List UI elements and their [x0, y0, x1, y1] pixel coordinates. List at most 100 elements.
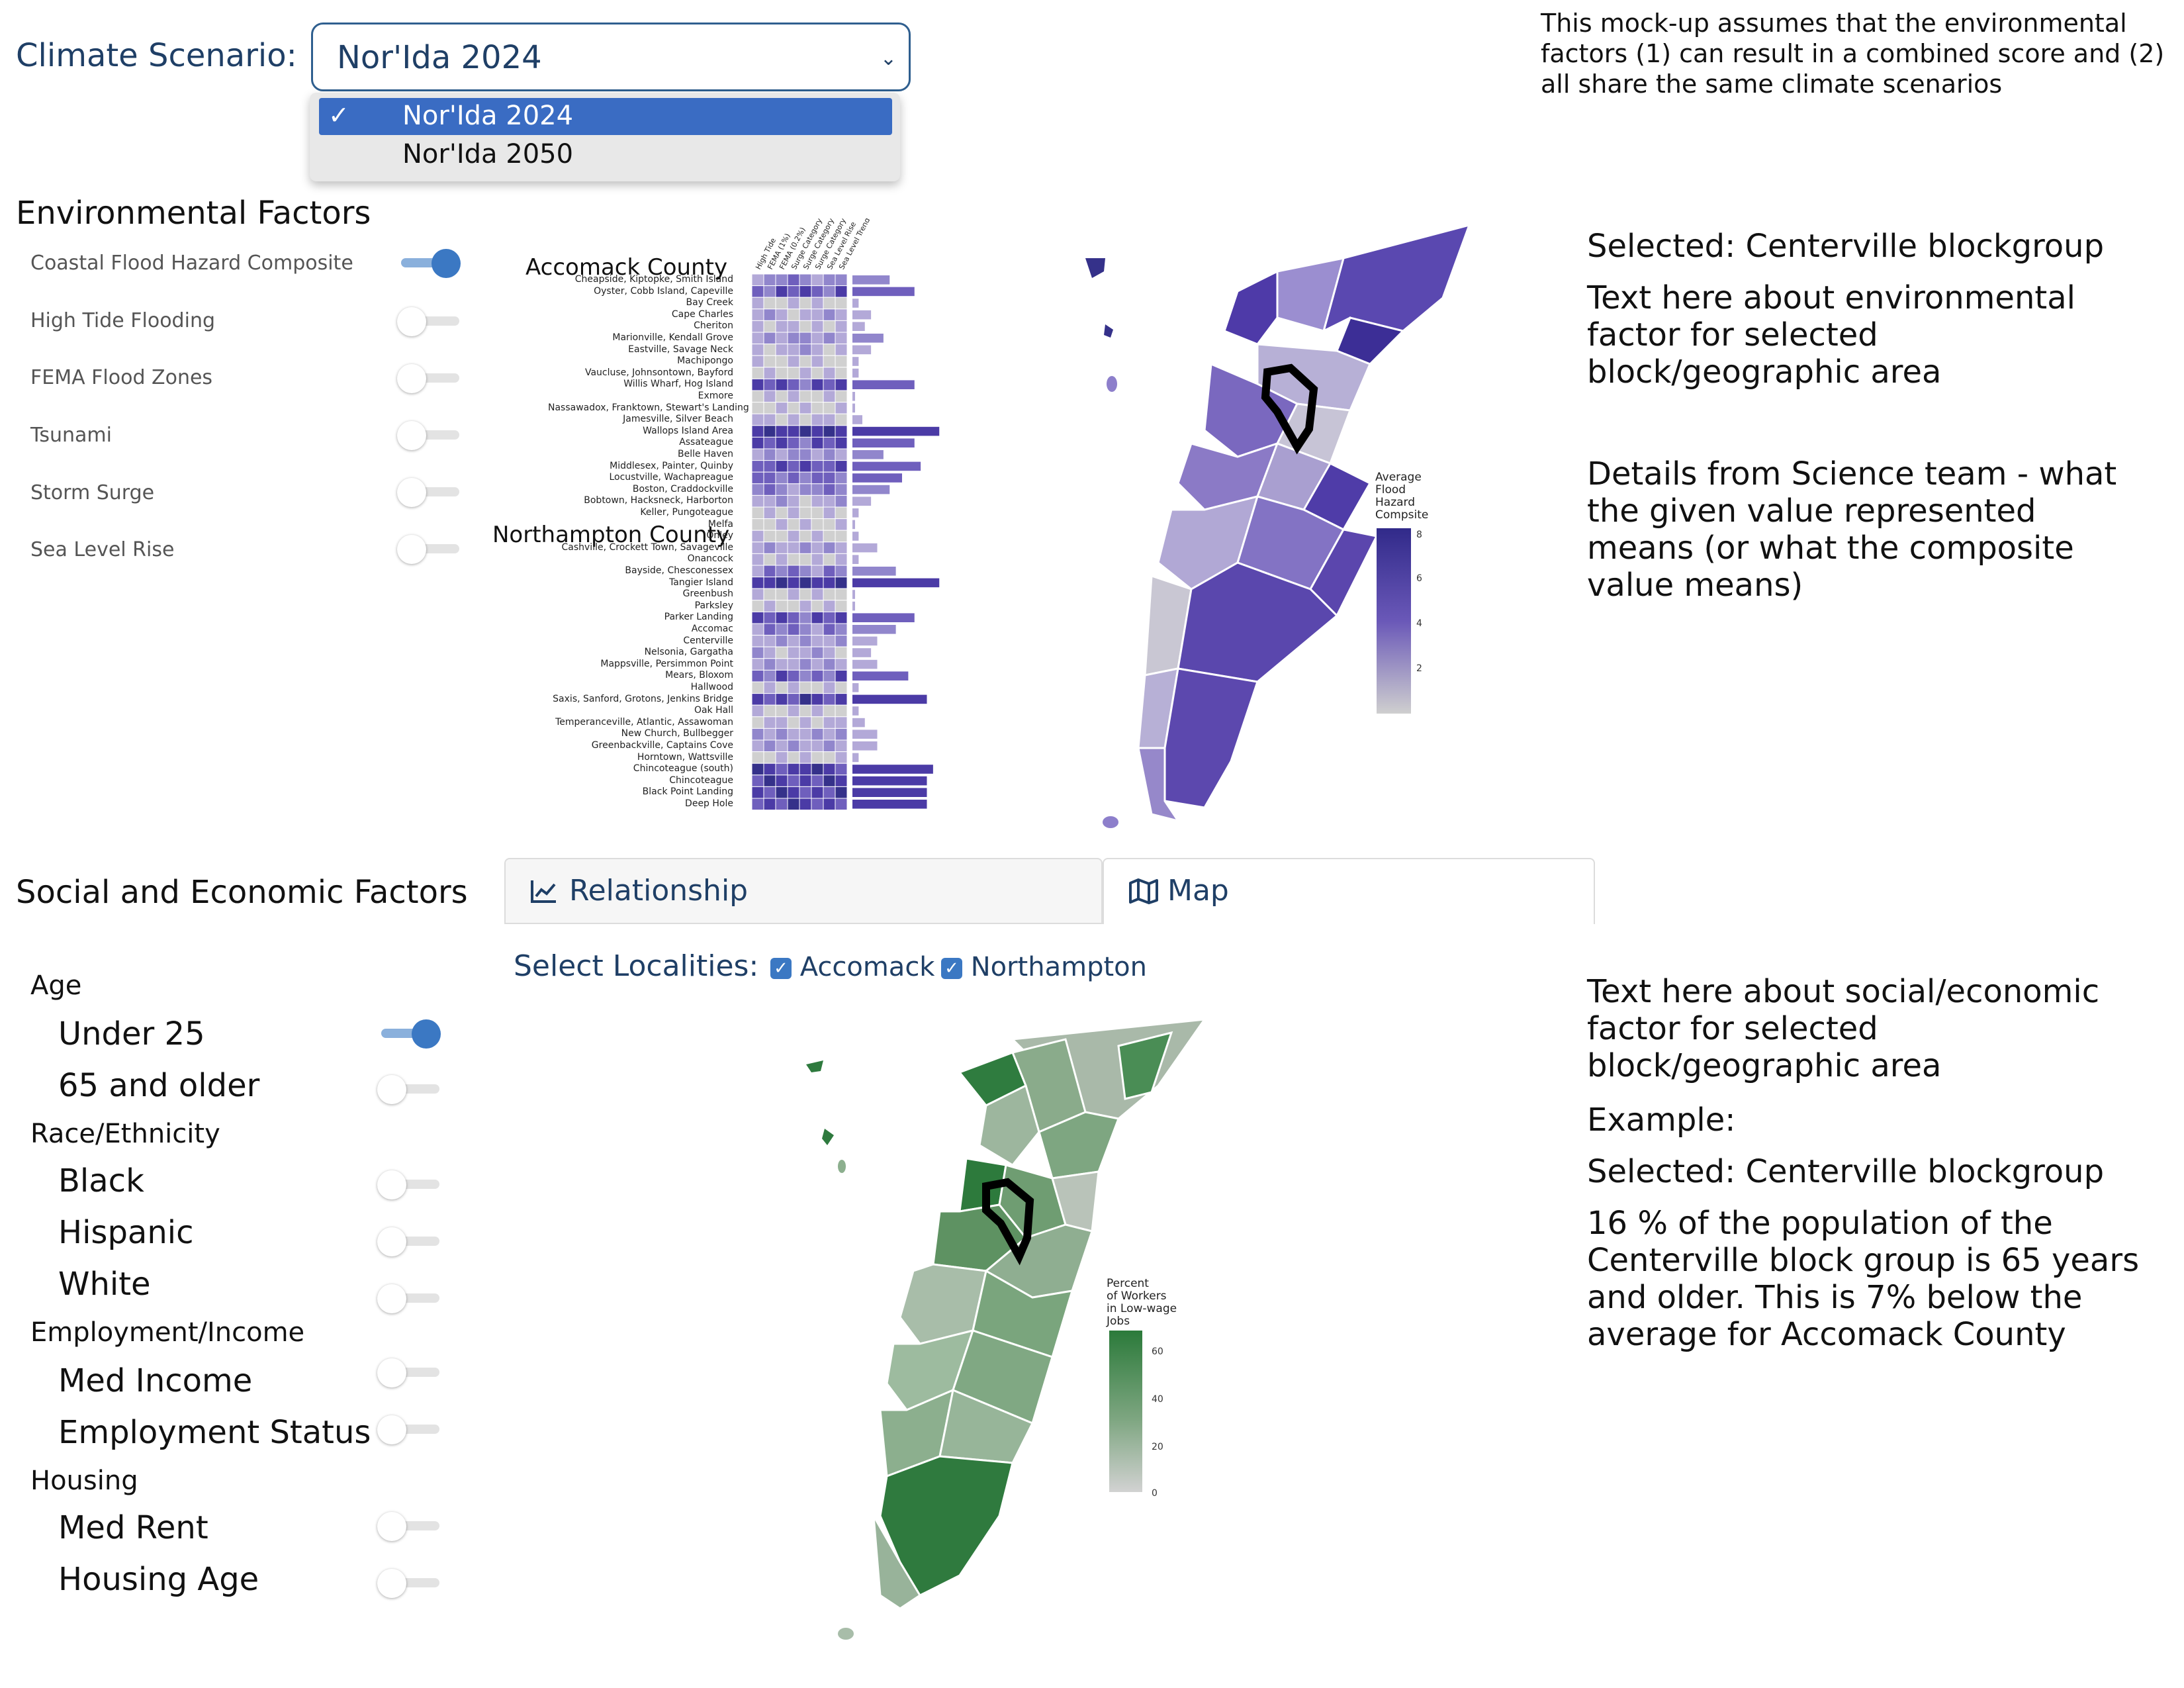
heatmap-cell — [811, 413, 824, 426]
heatmap-row-label: Onley — [706, 530, 733, 541]
scenario-option[interactable]: Nor'Ida 2050 — [319, 136, 892, 173]
heatmap-cell — [811, 658, 824, 671]
heatmap-cell — [787, 308, 800, 321]
scenario-option-selected[interactable]: ✓ Nor'Ida 2024 — [319, 98, 892, 135]
heatmap-cell — [811, 285, 824, 298]
heatmap-cell — [763, 541, 776, 554]
heatmap-cell — [775, 494, 788, 508]
factor-category: Employment/Income — [30, 1317, 305, 1348]
heatmap-cell — [775, 658, 788, 671]
toggle-knob — [432, 249, 461, 278]
social-factor-toggle[interactable] — [377, 1169, 443, 1201]
heatmap-cell — [751, 669, 764, 682]
heatmap-row-label: Nassawadox, Franktown, Stewart's Landing — [548, 402, 749, 413]
heatmap-cell — [787, 646, 800, 659]
env-factor-toggle[interactable] — [397, 534, 463, 565]
env-factor-toggle[interactable] — [397, 248, 463, 279]
env-factor-toggle[interactable] — [397, 363, 463, 395]
heatmap-cell — [751, 716, 764, 729]
heatmap-cell — [775, 448, 788, 461]
heatmap-cell — [787, 763, 800, 776]
factor-category: Age — [30, 970, 82, 1001]
heatmap-cell — [823, 378, 836, 391]
heatmap-cell — [751, 308, 764, 321]
heatmap-cell — [787, 774, 800, 787]
heatmap-cell — [787, 530, 800, 543]
social-factor-label: Hispanic — [58, 1214, 194, 1251]
social-factor-toggle[interactable] — [377, 1568, 443, 1599]
heatmap-cell — [799, 367, 812, 379]
social-factor-toggle[interactable] — [377, 1414, 443, 1446]
env-factor-toggle[interactable] — [397, 306, 463, 338]
heatmap-cell — [763, 332, 776, 345]
heatmap-bar — [852, 648, 872, 657]
toggle-knob — [397, 535, 426, 564]
low-wage-jobs-map[interactable] — [788, 1013, 1224, 1642]
heatmap-bar — [852, 578, 940, 588]
climate-scenario-select[interactable]: Nor'Ida 2024 ⌄ — [311, 23, 911, 91]
heatmap-cell — [775, 588, 788, 601]
flood-hazard-map[interactable] — [1059, 218, 1489, 841]
env-factor-label: High Tide Flooding — [30, 309, 215, 332]
checkmark-icon: ✓ — [328, 101, 349, 130]
heatmap-cell — [763, 425, 776, 438]
env-factor-toggle[interactable] — [397, 477, 463, 508]
heatmap-bar — [852, 788, 927, 797]
social-factor-toggle[interactable] — [377, 1283, 443, 1315]
toggle-knob — [412, 1019, 441, 1049]
social-factor-toggle[interactable] — [377, 1018, 443, 1050]
heatmap-row-label: Horntown, Wattsville — [637, 751, 733, 763]
heatmap-cell — [775, 483, 788, 496]
social-factor-toggle[interactable] — [377, 1074, 443, 1105]
heatmap-cell — [823, 704, 836, 718]
heatmap-cell — [751, 471, 764, 485]
heatmap-row-label: Bay Creek — [686, 297, 733, 308]
heatmap-cell — [775, 635, 788, 647]
heatmap-cell — [763, 623, 776, 636]
selected-blockgroup-outline — [982, 1178, 1034, 1266]
heatmap-cell — [811, 739, 824, 753]
heatmap-cell — [775, 704, 788, 718]
social-factor-toggle[interactable] — [377, 1357, 443, 1389]
heatmap-row-label: Greenbush — [682, 588, 733, 600]
heatmap-row-label: Tangier Island — [669, 577, 733, 588]
heatmap-cell — [835, 704, 848, 718]
heatmap-cell — [787, 798, 800, 811]
legend-tick: 4 — [1416, 618, 1422, 629]
heatmap-cell — [787, 402, 800, 414]
heatmap-cell — [751, 611, 764, 624]
tab-relationship[interactable]: Relationship — [504, 858, 1103, 924]
heatmap-bar — [852, 765, 933, 774]
factor-category: Race/Ethnicity — [30, 1119, 220, 1149]
social-factor-toggle[interactable] — [377, 1226, 443, 1258]
tab-map[interactable]: Map — [1103, 858, 1595, 924]
heatmap-cell — [763, 308, 776, 321]
social-factor-toggle[interactable] — [377, 1511, 443, 1542]
env-factor-toggle[interactable] — [397, 420, 463, 451]
heatmap-cell — [787, 448, 800, 461]
heatmap-row-label: Boston, Craddockville — [632, 483, 733, 494]
heatmap-bar — [852, 357, 859, 366]
heatmap-cell — [787, 611, 800, 624]
locality-checkbox-accomack[interactable]: ✓ Accomack — [770, 952, 934, 982]
heatmap-bar — [852, 741, 878, 751]
heatmap-cell — [811, 611, 824, 624]
heatmap-cell — [787, 297, 800, 310]
map-region — [838, 1160, 846, 1173]
map-region — [972, 1269, 1074, 1358]
heatmap-cell — [835, 378, 848, 391]
heatmap-cell — [835, 308, 848, 321]
env-factor-label: Tsunami — [30, 424, 112, 447]
heatmap-cell — [763, 483, 776, 496]
heatmap-cell — [799, 763, 812, 776]
heatmap-cell — [763, 518, 776, 531]
heatmap-cell — [835, 763, 848, 776]
legend-tick: 40 — [1152, 1394, 1163, 1405]
heatmap-row-labels: Cheapside, Kiptopke, Smith Island Oyster,… — [548, 274, 749, 817]
heatmap-cell — [799, 623, 812, 636]
heatmap-cell — [811, 355, 824, 368]
locality-checkbox-northampton[interactable]: ✓ Northampton — [941, 952, 1147, 982]
heatmap-cell — [787, 739, 800, 753]
heatmap-cell — [799, 413, 812, 426]
